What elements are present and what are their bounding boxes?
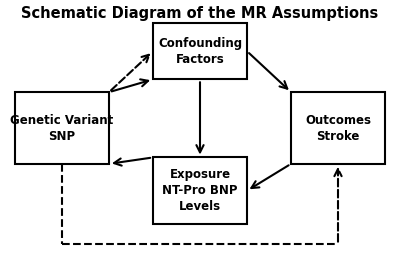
Text: Genetic Variant
SNP: Genetic Variant SNP xyxy=(10,113,114,143)
Text: Confounding
Factors: Confounding Factors xyxy=(158,37,242,66)
Text: Schematic Diagram of the MR Assumptions: Schematic Diagram of the MR Assumptions xyxy=(21,6,379,22)
Text: Exposure
NT-Pro BNP
Levels: Exposure NT-Pro BNP Levels xyxy=(162,168,238,213)
FancyBboxPatch shape xyxy=(15,92,109,164)
FancyBboxPatch shape xyxy=(153,157,247,224)
FancyBboxPatch shape xyxy=(153,23,247,79)
Text: Outcomes
Stroke: Outcomes Stroke xyxy=(305,113,371,143)
FancyBboxPatch shape xyxy=(291,92,385,164)
